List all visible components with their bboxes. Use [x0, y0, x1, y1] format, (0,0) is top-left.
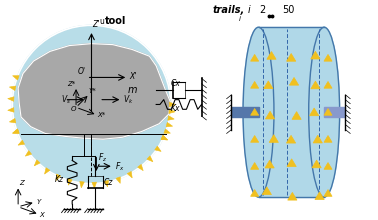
Polygon shape — [290, 77, 299, 85]
Polygon shape — [9, 118, 16, 123]
Polygon shape — [34, 160, 40, 166]
Polygon shape — [287, 53, 296, 61]
Polygon shape — [8, 108, 14, 112]
Polygon shape — [104, 180, 108, 187]
Polygon shape — [9, 86, 16, 91]
Polygon shape — [45, 168, 50, 174]
Text: Y: Y — [36, 199, 41, 205]
Text: O: O — [70, 106, 76, 112]
Polygon shape — [164, 129, 170, 133]
Text: $i$: $i$ — [247, 3, 252, 15]
Polygon shape — [313, 135, 322, 143]
Text: tool: tool — [105, 16, 126, 26]
Polygon shape — [168, 116, 174, 120]
Polygon shape — [155, 146, 161, 151]
Text: X': X' — [129, 72, 136, 81]
Text: Cx: Cx — [170, 79, 181, 88]
Text: $i$: $i$ — [238, 15, 242, 24]
Text: $F_x$: $F_x$ — [115, 160, 124, 173]
Polygon shape — [324, 163, 332, 169]
Polygon shape — [166, 122, 173, 127]
Circle shape — [12, 25, 170, 184]
Polygon shape — [68, 179, 72, 185]
Polygon shape — [265, 111, 275, 119]
Polygon shape — [127, 171, 132, 178]
Polygon shape — [138, 164, 143, 171]
Polygon shape — [56, 174, 61, 181]
Polygon shape — [265, 160, 274, 168]
Text: Z: Z — [19, 180, 24, 186]
Polygon shape — [18, 140, 25, 145]
Text: trails,: trails, — [212, 5, 245, 15]
Polygon shape — [324, 190, 332, 196]
Polygon shape — [269, 135, 279, 142]
Polygon shape — [18, 44, 170, 139]
Text: 2: 2 — [259, 5, 266, 15]
Polygon shape — [251, 54, 259, 61]
Bar — [231, 107, 259, 117]
Text: $V_s$: $V_s$ — [60, 94, 71, 106]
Polygon shape — [12, 76, 19, 80]
Polygon shape — [169, 109, 175, 114]
Polygon shape — [147, 156, 153, 162]
Text: u: u — [99, 17, 104, 26]
Polygon shape — [287, 159, 296, 167]
Polygon shape — [251, 81, 259, 88]
Polygon shape — [12, 129, 19, 133]
Text: m: m — [127, 85, 137, 95]
Polygon shape — [80, 182, 84, 188]
Text: 50: 50 — [283, 5, 295, 15]
Polygon shape — [12, 129, 19, 133]
Polygon shape — [292, 112, 301, 119]
Polygon shape — [288, 192, 297, 200]
Text: Z*: Z* — [67, 81, 76, 87]
Polygon shape — [8, 97, 14, 101]
Polygon shape — [324, 81, 332, 88]
Polygon shape — [267, 51, 276, 59]
Text: $V_k$: $V_k$ — [123, 94, 134, 106]
Text: X: X — [39, 213, 44, 218]
Polygon shape — [262, 187, 271, 195]
Text: Kx: Kx — [170, 104, 180, 113]
Bar — [259, 27, 324, 197]
Polygon shape — [310, 108, 319, 116]
Polygon shape — [311, 81, 320, 89]
Polygon shape — [116, 177, 120, 183]
Polygon shape — [25, 150, 32, 156]
Polygon shape — [315, 192, 324, 200]
Polygon shape — [92, 182, 96, 188]
Polygon shape — [251, 190, 259, 196]
Ellipse shape — [309, 27, 339, 197]
Polygon shape — [324, 108, 332, 115]
Ellipse shape — [243, 27, 274, 197]
Polygon shape — [287, 135, 296, 143]
Text: Z': Z' — [93, 20, 100, 29]
Text: X*: X* — [97, 112, 105, 118]
Text: Y*: Y* — [88, 88, 96, 94]
Polygon shape — [311, 51, 320, 59]
Polygon shape — [251, 163, 259, 169]
Polygon shape — [161, 135, 167, 140]
Polygon shape — [161, 135, 167, 140]
Polygon shape — [264, 81, 273, 89]
Text: Cz: Cz — [104, 178, 113, 187]
Text: O': O' — [78, 67, 86, 76]
Polygon shape — [312, 160, 321, 168]
Polygon shape — [324, 54, 332, 61]
Text: $F_z$: $F_z$ — [98, 151, 108, 164]
Bar — [324, 107, 345, 117]
Polygon shape — [324, 136, 332, 142]
Text: Kz: Kz — [55, 175, 64, 184]
Polygon shape — [251, 136, 259, 142]
Polygon shape — [251, 108, 259, 115]
Polygon shape — [169, 102, 175, 107]
